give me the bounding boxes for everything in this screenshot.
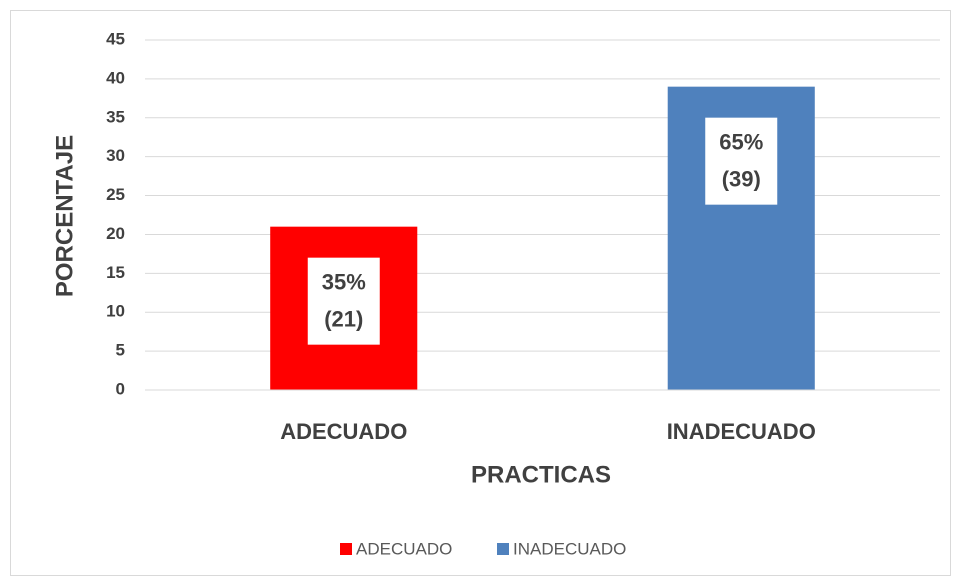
y-tick-label: 0 xyxy=(116,379,125,398)
x-tick-label: ADECUADO xyxy=(280,419,407,444)
y-tick-label: 40 xyxy=(106,68,125,87)
data-label-value: (21) xyxy=(324,306,363,331)
y-tick-label: 45 xyxy=(106,29,125,48)
y-tick-label: 25 xyxy=(106,185,125,204)
legend-label: INADECUADO xyxy=(513,539,626,558)
data-label-share: 35% xyxy=(322,269,366,294)
x-axis-title: PRACTICAS xyxy=(471,461,611,488)
y-tick-label: 30 xyxy=(106,146,125,165)
legend-swatch xyxy=(340,543,352,555)
y-tick-label: 15 xyxy=(106,263,125,282)
data-label-box xyxy=(705,117,778,205)
data-label-share: 65% xyxy=(719,129,763,154)
data-label-value: (39) xyxy=(722,166,761,191)
data-label-box xyxy=(307,257,380,345)
y-tick-label: 35 xyxy=(106,107,125,126)
legend-swatch xyxy=(497,543,509,555)
y-tick-label: 20 xyxy=(106,224,125,243)
y-axis-title: PORCENTAJE xyxy=(51,135,78,297)
x-tick-label: INADECUADO xyxy=(667,419,816,444)
legend-label: ADECUADO xyxy=(356,539,452,558)
y-tick-label: 10 xyxy=(106,302,125,321)
y-tick-label: 5 xyxy=(116,341,125,360)
